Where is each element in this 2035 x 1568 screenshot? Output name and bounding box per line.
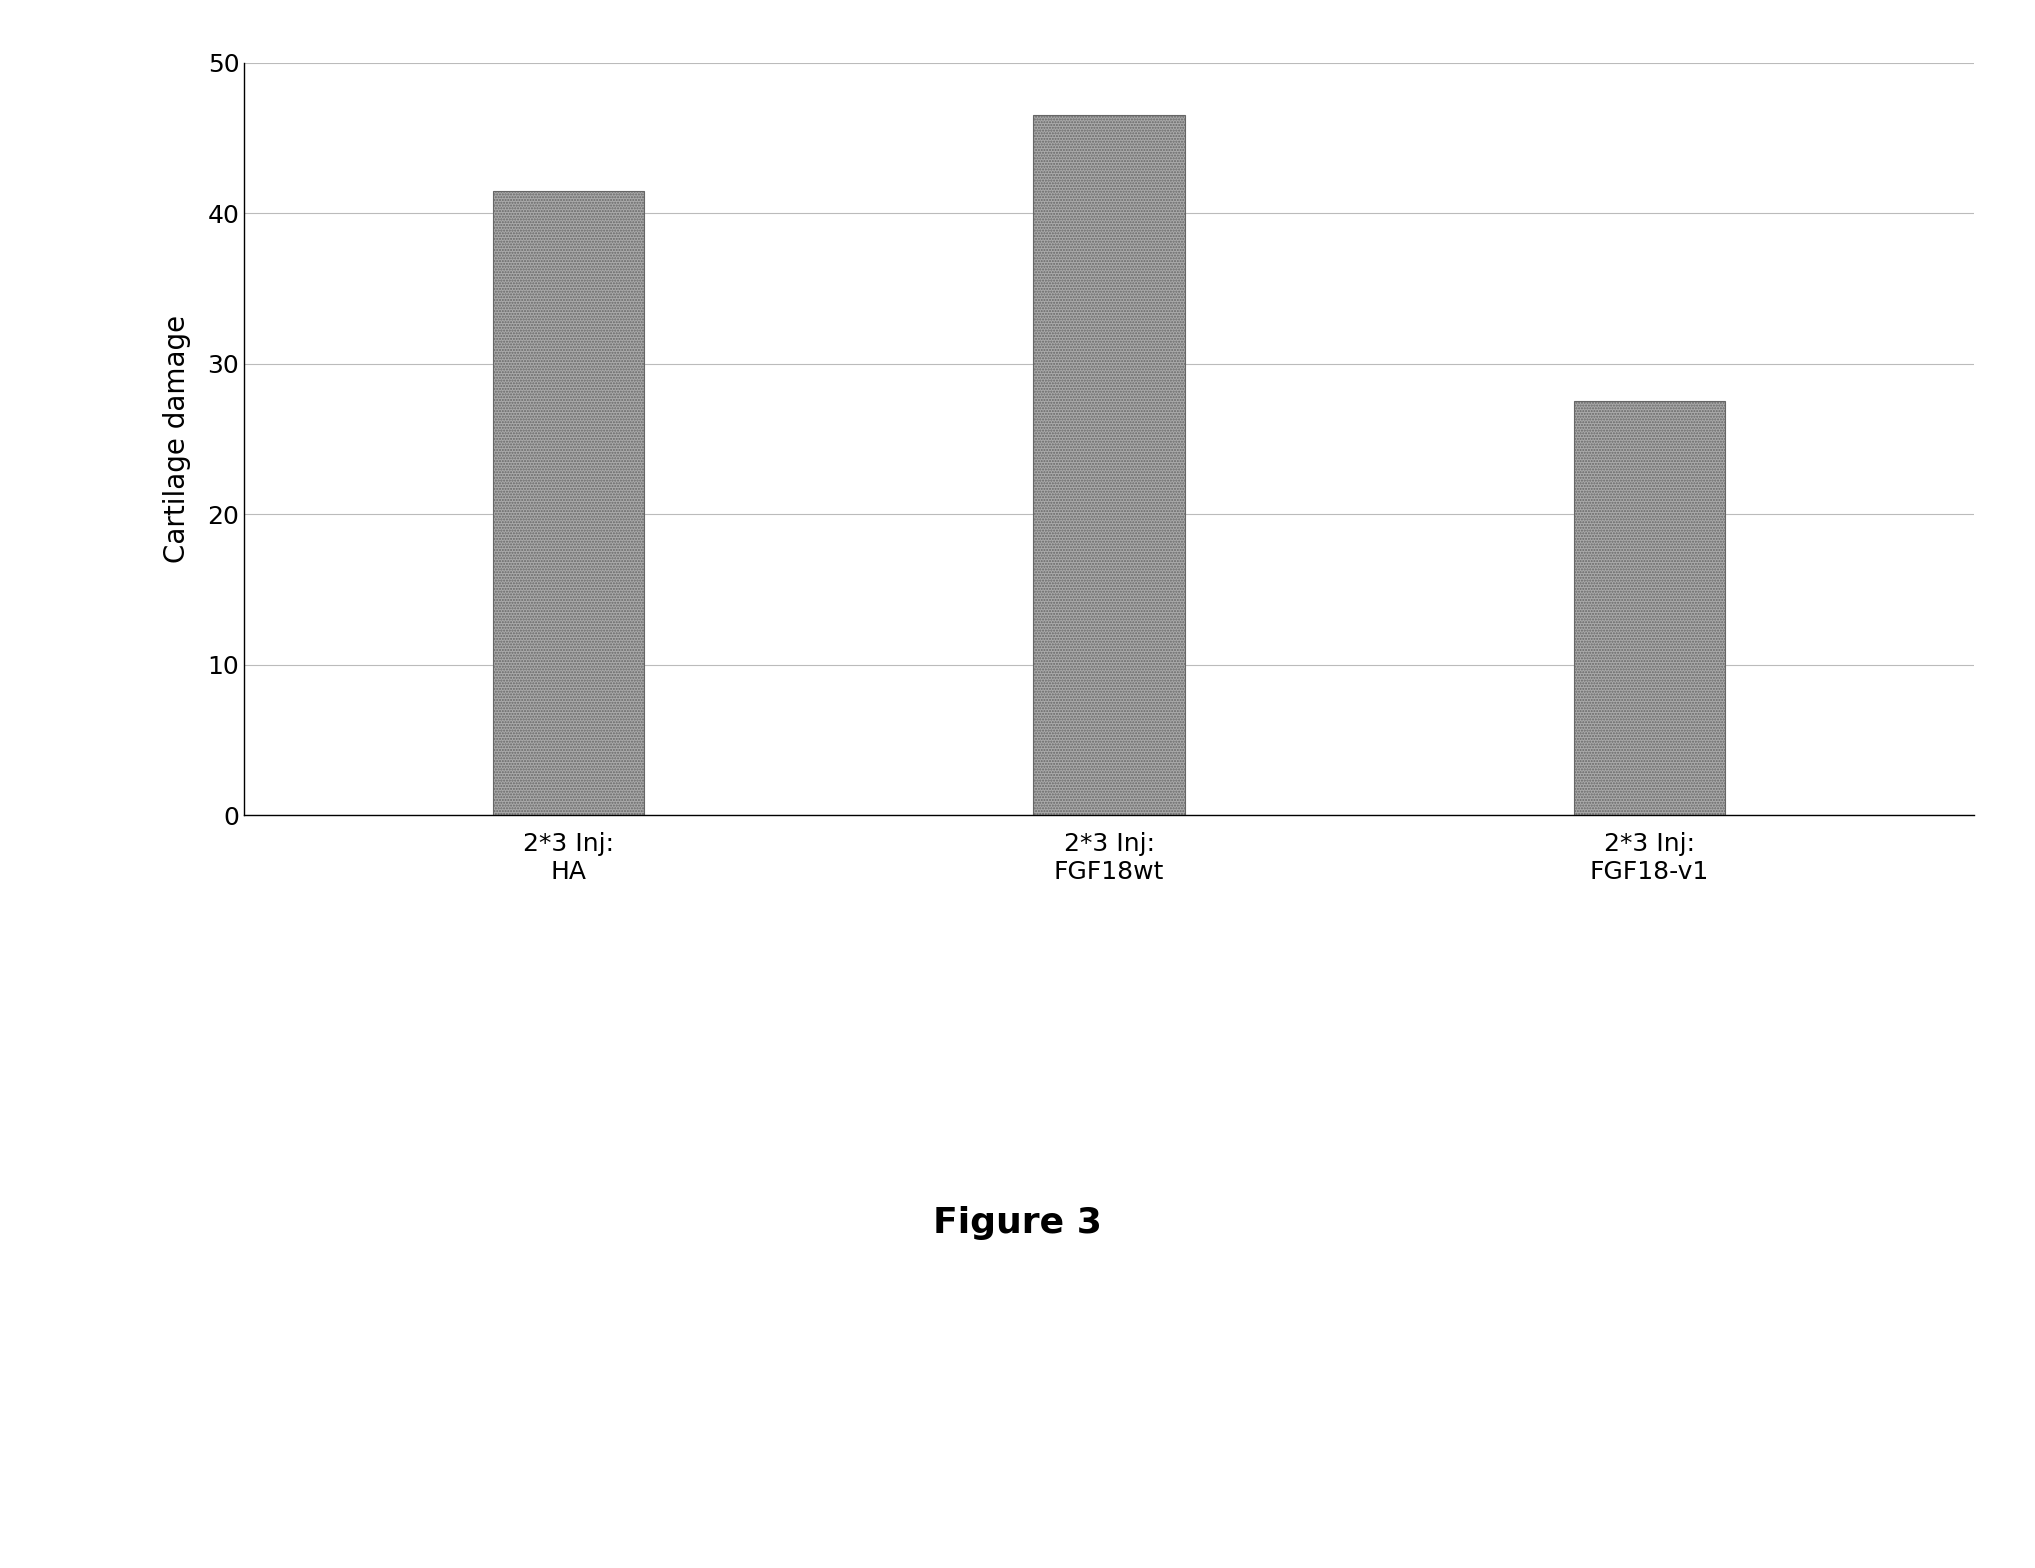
Y-axis label: Cartilage damage: Cartilage damage <box>163 315 191 563</box>
Text: Figure 3: Figure 3 <box>934 1206 1101 1240</box>
Bar <box>1034 116 1184 815</box>
Bar <box>1573 401 1726 815</box>
Bar <box>492 191 645 815</box>
